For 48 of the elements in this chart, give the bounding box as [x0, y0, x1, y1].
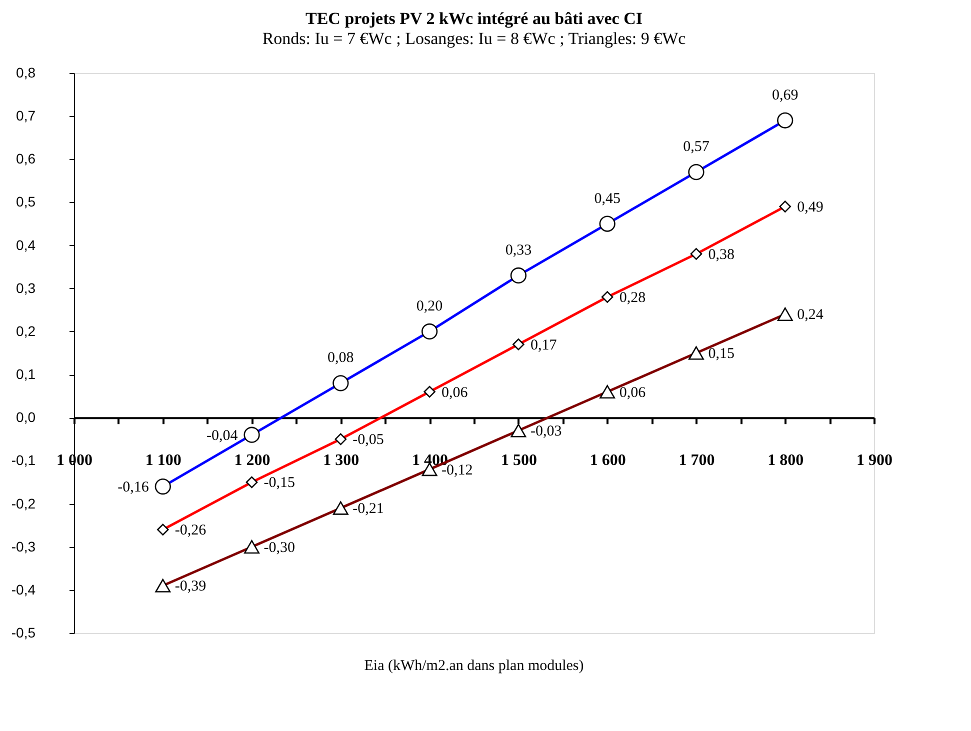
- y-tick-label: -0,4: [11, 581, 36, 598]
- x-tick-label: 1 600: [590, 452, 626, 470]
- data-label: 0,28: [619, 290, 646, 306]
- data-label: -0,05: [352, 432, 384, 448]
- y-tick-label: 0,2: [16, 322, 36, 339]
- data-label: 0,06: [619, 384, 646, 401]
- data-label: -0,21: [352, 501, 384, 518]
- x-tick-label: 1 200: [234, 452, 270, 470]
- data-label: 0,38: [708, 246, 734, 263]
- y-tick-label: -0,3: [11, 538, 36, 554]
- y-tick-label: 0,4: [16, 236, 36, 253]
- data-label: -0,30: [264, 540, 296, 556]
- data-label: -0,04: [206, 428, 238, 444]
- x-tick-label: 1 800: [768, 452, 804, 470]
- x-tick-label: 1 100: [145, 452, 182, 470]
- chart-subtitle: Ronds: Iu = 7 €Wc ; Losanges: Iu = 8 €Wc ; Triangles: 9 €Wc: [262, 29, 686, 48]
- data-label: 0,33: [505, 242, 532, 258]
- data-label: 0,45: [594, 190, 620, 207]
- data-label: 0,06: [442, 384, 468, 401]
- y-tick-label: 0,8: [16, 64, 36, 80]
- data-label: 0,57: [683, 139, 710, 156]
- x-axis-title: Eia (kWh/m2.an dans plan modules): [364, 658, 584, 674]
- data-label: 0,49: [797, 200, 824, 216]
- y-tick-label: 0,5: [16, 194, 36, 210]
- chart-title: TEC projets PV 2 kWc intégré au bâti avec CI: [306, 9, 643, 28]
- y-tick-label: -0,5: [11, 624, 36, 640]
- y-tick-label: -0,1: [11, 452, 36, 468]
- data-label: 0,17: [530, 337, 558, 354]
- y-tick-label: 0,1: [16, 366, 36, 382]
- data-label: 0,20: [416, 298, 443, 314]
- x-tick-label: 1 300: [323, 452, 360, 470]
- x-tick-label: 1 900: [856, 452, 892, 470]
- y-tick-label: 0,3: [16, 280, 36, 296]
- data-label: 0,15: [708, 346, 734, 362]
- data-label: -0,39: [174, 578, 206, 595]
- data-label: -0,26: [174, 522, 207, 539]
- data-label: 0,08: [328, 350, 354, 366]
- data-label: -0,03: [530, 424, 562, 440]
- data-label: 0,24: [797, 307, 824, 324]
- data-label: 0,69: [772, 87, 798, 104]
- data-label: -0,16: [118, 480, 150, 496]
- y-tick-label: -0,2: [11, 495, 36, 512]
- y-tick-label: 0,7: [16, 108, 36, 124]
- x-tick-label: 1 500: [500, 452, 537, 470]
- y-tick-label: 0,6: [16, 150, 36, 167]
- data-label: -0,15: [264, 475, 296, 492]
- y-tick-label: 0,0: [16, 409, 36, 426]
- x-tick-label: 1 700: [678, 452, 715, 470]
